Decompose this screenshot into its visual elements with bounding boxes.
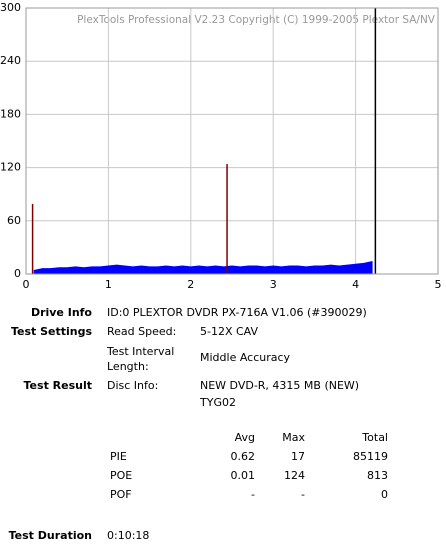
stats-cell: 124 xyxy=(284,469,305,482)
x-tick-label: 3 xyxy=(270,278,277,291)
x-tick-label: 0 xyxy=(23,278,30,291)
stats-cell: 17 xyxy=(291,450,305,463)
stats-cell: 85119 xyxy=(353,450,388,463)
chart-title: PlexTools Professional V2.23 Copyright (… xyxy=(77,14,436,26)
stats-cell: 0 xyxy=(381,488,388,501)
label: Test Interval xyxy=(106,345,174,358)
y-tick-label: 0 xyxy=(14,267,21,280)
stats-header: Max xyxy=(282,431,305,444)
label: Test Duration xyxy=(9,529,92,542)
stats-name: POE xyxy=(110,469,132,482)
info-panel: Drive Info ID:0 PLEXTOR DVDR PX-716A V1.… xyxy=(9,306,388,542)
x-tick-label: 5 xyxy=(435,278,442,291)
x-tick-label: 2 xyxy=(187,278,194,291)
stats-name: PIE xyxy=(110,450,127,463)
x-tick-label: 4 xyxy=(352,278,359,291)
label: Length: xyxy=(107,360,149,373)
y-tick-label: 240 xyxy=(0,54,21,67)
stats-cell: 0.01 xyxy=(231,469,256,482)
plot-border xyxy=(25,7,439,275)
value: 0:10:18 xyxy=(107,529,149,542)
value: Middle Accuracy xyxy=(200,351,291,364)
y-tick-label: 60 xyxy=(7,214,21,227)
value: NEW DVD-R, 4315 MB (NEW) xyxy=(200,379,359,392)
x-tick-label: 1 xyxy=(105,278,112,291)
plot-area xyxy=(26,8,438,274)
label: Read Speed: xyxy=(107,325,176,338)
stats-cell: - xyxy=(301,488,305,501)
y-tick-label: 180 xyxy=(0,107,21,120)
area xyxy=(33,260,373,275)
y-tick-label: 300 xyxy=(0,1,21,14)
stats-cell: 813 xyxy=(367,469,388,482)
y-tick-label: 120 xyxy=(0,161,21,174)
value: TYG02 xyxy=(199,396,236,409)
label: Disc Info: xyxy=(107,379,158,392)
label: Test Result xyxy=(24,379,92,392)
stats-name: POF xyxy=(110,488,132,501)
stats-header: Avg xyxy=(235,431,255,444)
value: ID:0 PLEXTOR DVDR PX-716A V1.06 (#390029… xyxy=(107,306,367,319)
stats-cell: 0.62 xyxy=(231,450,256,463)
stats-cell: - xyxy=(251,488,255,501)
label: Drive Info xyxy=(31,306,92,319)
stats-header: Total xyxy=(361,431,388,444)
label: Test Settings xyxy=(11,325,93,338)
value: 5-12X CAV xyxy=(200,325,258,338)
